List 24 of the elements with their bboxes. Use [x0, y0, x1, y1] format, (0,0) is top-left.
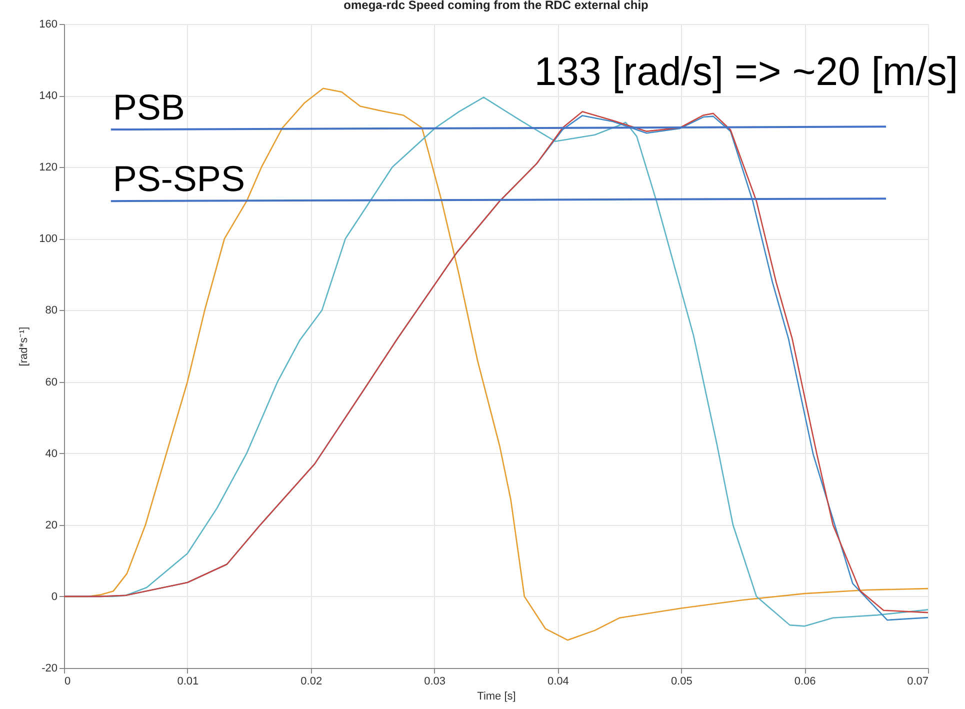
y-tick-label: 80 — [45, 304, 58, 317]
series-label: PS-SPS — [112, 158, 245, 200]
y-tick-label: 0 — [51, 590, 58, 603]
x-tick-label: 0.01 — [177, 676, 199, 688]
x-tick-label: 0 — [64, 676, 71, 688]
x-tick-label: 0.04 — [548, 676, 569, 688]
annotation: 133 [rad/s] => ~20 [m/s] — [534, 50, 958, 94]
y-tick-label: 120 — [39, 162, 58, 174]
x-tick-label: 0.06 — [794, 676, 816, 688]
chart-title: omega-rdc Speed coming from the RDC external chip — [344, 0, 648, 12]
y-tick-label: 20 — [45, 519, 58, 532]
x-tick-label: 0.02 — [300, 676, 322, 688]
y-axis-title: [rad*s⁻¹] — [18, 326, 30, 366]
x-tick-label: 0.05 — [670, 676, 692, 688]
y-tick-label: 40 — [45, 448, 58, 460]
y-tick-label: 160 — [39, 18, 58, 30]
y-tick-label: 60 — [45, 376, 58, 388]
series-label: PSB — [112, 86, 185, 128]
x-tick-label: 0.03 — [424, 676, 446, 688]
x-tick-label: 0.07 — [907, 676, 928, 688]
y-tick-label: 140 — [39, 90, 58, 102]
y-tick-label: 100 — [39, 233, 58, 246]
x-axis-title: Time [s] — [477, 690, 516, 702]
y-tick-label: -20 — [42, 662, 58, 674]
